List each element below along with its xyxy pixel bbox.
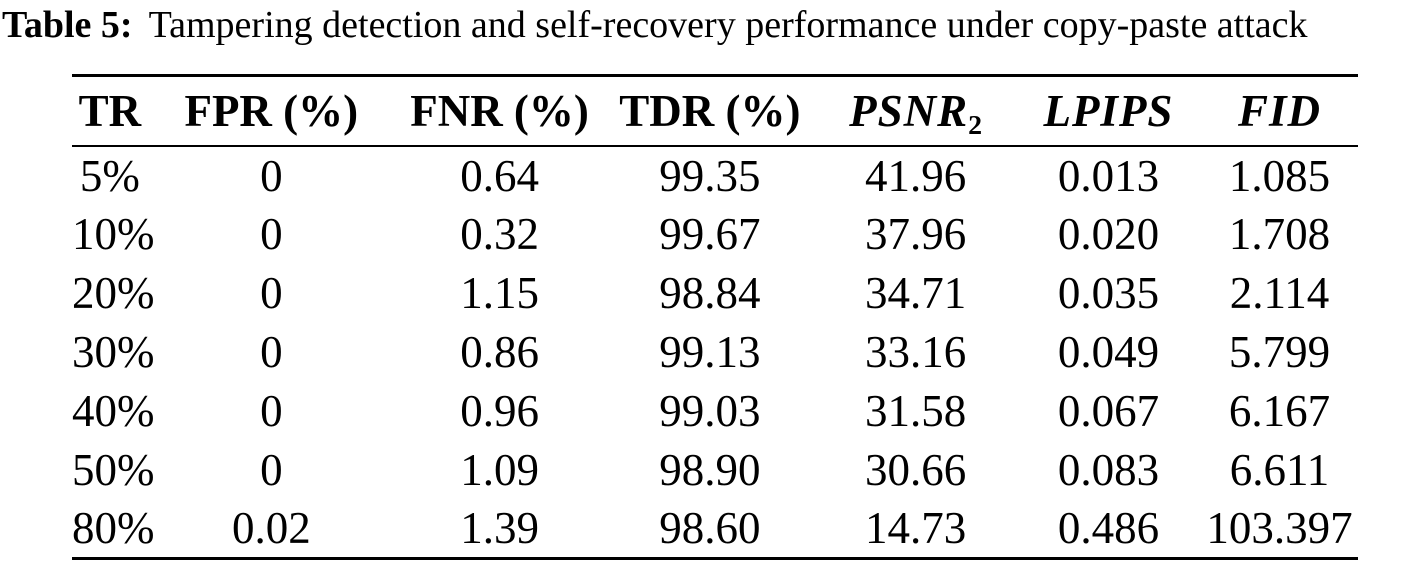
table-row: 5% 0 0.64 99.35 41.96 0.013 1.085 bbox=[72, 146, 1358, 205]
table-cell: 6.611 bbox=[1229, 445, 1330, 495]
table-cell: 33.16 bbox=[864, 327, 967, 377]
table-cell: 98.84 bbox=[659, 268, 761, 318]
table-cell: 1.708 bbox=[1228, 209, 1331, 259]
header-row: TR FPR (%) FNR (%) TDR (%) PSNR2 LPIPS F… bbox=[72, 76, 1358, 146]
table-cell: 2.114 bbox=[1229, 268, 1330, 318]
table-cell: 0 bbox=[260, 209, 283, 259]
table-row: 40% 0 0.96 99.03 31.58 0.067 6.167 bbox=[72, 382, 1358, 441]
col-header-tdr: TDR (%) bbox=[604, 76, 815, 146]
table-cell: 10% bbox=[72, 209, 155, 259]
table-row: 50% 0 1.09 98.90 30.66 0.083 6.611 bbox=[72, 441, 1358, 500]
table-row: 80% 0.02 1.39 98.60 14.73 0.486 103.397 bbox=[72, 500, 1358, 559]
table-cell: 30.66 bbox=[864, 445, 967, 495]
col-header-label: LPIPS bbox=[1043, 85, 1174, 136]
table-cell: 0.013 bbox=[1057, 150, 1160, 201]
table-cell: 50% bbox=[72, 445, 155, 495]
table-cell: 0 bbox=[260, 268, 283, 318]
table-cell: 80% bbox=[72, 503, 155, 554]
table-cell: 31.58 bbox=[864, 386, 967, 436]
table-row: 30% 0 0.86 99.13 33.16 0.049 5.799 bbox=[72, 323, 1358, 382]
table-cell: 1.085 bbox=[1228, 150, 1331, 201]
col-header-tr: TR bbox=[72, 76, 148, 146]
table-cell: 0.32 bbox=[460, 209, 539, 259]
col-header-label: TDR (%) bbox=[619, 85, 801, 136]
table-cell: 0 bbox=[260, 386, 283, 436]
table-cell: 5% bbox=[79, 150, 140, 201]
table-cell: 0.020 bbox=[1057, 209, 1160, 259]
col-header-psnr2: PSNR2 bbox=[815, 76, 1016, 146]
table-cell: 0.067 bbox=[1057, 386, 1160, 436]
col-header-label: FPR (%) bbox=[184, 85, 359, 136]
table-cell: 0 bbox=[260, 445, 283, 495]
col-header-label: FID bbox=[1238, 85, 1322, 136]
table-container: TR FPR (%) FNR (%) TDR (%) PSNR2 LPIPS F… bbox=[72, 74, 1358, 560]
table-cell: 0 bbox=[260, 327, 283, 377]
col-header-fpr: FPR (%) bbox=[148, 76, 395, 146]
table-body: 5% 0 0.64 99.35 41.96 0.013 1.085 10% 0 0.32 99.67… bbox=[72, 146, 1358, 559]
table-cell: 14.73 bbox=[864, 503, 967, 554]
table-cell: 0.049 bbox=[1057, 327, 1160, 377]
table-cell: 99.35 bbox=[659, 150, 761, 201]
table-cell: 34.71 bbox=[864, 268, 967, 318]
table-cell: 98.90 bbox=[659, 445, 761, 495]
table-cell: 30% bbox=[72, 327, 155, 377]
table-caption: Table 5: Tampering detection and self-rec… bbox=[2, 2, 1426, 50]
table-cell: 0.035 bbox=[1057, 268, 1160, 318]
table-cell: 1.09 bbox=[460, 445, 539, 495]
psnr-subscript: 2 bbox=[968, 109, 983, 141]
table-cell: 0.02 bbox=[231, 503, 311, 554]
table-cell: 41.96 bbox=[864, 150, 967, 201]
table-cell: 0.083 bbox=[1057, 445, 1160, 495]
table-row: 20% 0 1.15 98.84 34.71 0.035 2.114 bbox=[72, 264, 1358, 323]
table-cell: 0.86 bbox=[460, 327, 539, 377]
table-cell: 99.67 bbox=[659, 209, 761, 259]
table-cell: 0.64 bbox=[460, 150, 539, 201]
table-cell: 0 bbox=[260, 150, 283, 201]
col-header-fid: FID bbox=[1201, 76, 1358, 146]
col-header-label: TR bbox=[78, 85, 142, 136]
table-row: 10% 0 0.32 99.67 37.96 0.020 1.708 bbox=[72, 205, 1358, 264]
table-cell: 6.167 bbox=[1228, 386, 1331, 436]
results-table: TR FPR (%) FNR (%) TDR (%) PSNR2 LPIPS F… bbox=[72, 74, 1358, 560]
table-cell: 98.60 bbox=[659, 503, 761, 554]
table-cell: 0.96 bbox=[460, 386, 539, 436]
table-cell: 5.799 bbox=[1228, 327, 1331, 377]
table-caption-text: Tampering detection and self-recovery pe… bbox=[148, 4, 1308, 46]
col-header-label: FNR (%) bbox=[410, 85, 589, 136]
col-header-label: PSNR bbox=[849, 85, 969, 136]
table-cell: 20% bbox=[72, 268, 155, 318]
table-cell: 37.96 bbox=[864, 209, 967, 259]
col-header-fnr: FNR (%) bbox=[395, 76, 605, 146]
table-cell: 0.486 bbox=[1057, 503, 1160, 554]
table-cell: 103.397 bbox=[1206, 503, 1353, 554]
table-cell: 99.13 bbox=[659, 327, 761, 377]
table-cell: 1.39 bbox=[460, 503, 539, 554]
table-cell: 1.15 bbox=[460, 268, 539, 318]
table-caption-label: Table 5: bbox=[2, 4, 133, 46]
col-header-lpips: LPIPS bbox=[1016, 76, 1201, 146]
table-cell: 99.03 bbox=[659, 386, 761, 436]
table-cell: 40% bbox=[72, 386, 155, 436]
